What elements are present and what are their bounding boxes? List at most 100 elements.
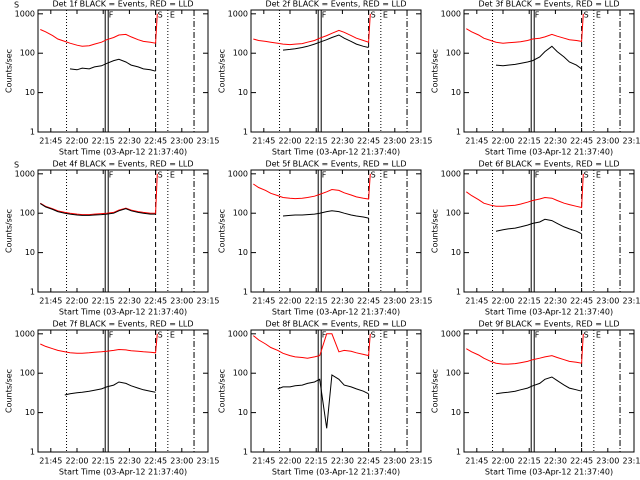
marker-label: F (322, 171, 327, 180)
chart-title: Det 6f BLACK = Events, RED = LLD (478, 160, 619, 169)
x-tick-label: 23:15 (196, 297, 219, 306)
series-line (466, 333, 584, 365)
y-tick-label: 1 (243, 288, 248, 297)
series-line (282, 210, 369, 219)
x-tick-label: 21:45 (39, 457, 62, 466)
x-tick-label: 22:00 (491, 457, 514, 466)
series-line (40, 333, 158, 354)
series-line (495, 218, 582, 235)
chart-title: Det 8f BLACK = Events, RED = LLD (265, 320, 406, 329)
x-tick-label: 23:15 (622, 297, 640, 306)
marker-label: E (596, 11, 601, 20)
x-tick-label: 23:00 (596, 457, 619, 466)
x-tick-label: 23:15 (622, 457, 640, 466)
x-tick-label: 21:45 (252, 457, 275, 466)
marker-label: S (158, 11, 163, 20)
x-tick-label: 23:15 (196, 457, 219, 466)
x-tick-label: 22:15 (305, 457, 328, 466)
y-tick-label: 100 (20, 369, 35, 378)
marker-label: E (383, 331, 388, 340)
x-axis-label: Start Time (03-Apr-12 21:37:40) (59, 148, 187, 157)
x-tick-label: 21:45 (465, 137, 488, 146)
plot-frame (37, 9, 209, 133)
x-tick-label: 21:45 (465, 297, 488, 306)
marker-label: F (109, 331, 114, 340)
x-tick-label: 22:30 (331, 297, 354, 306)
y-tick-label: 1 (30, 128, 35, 137)
marker-label: E (383, 11, 388, 20)
marker-label: E (383, 171, 388, 180)
y-axis-label: Counts/sec (218, 369, 227, 413)
series-line (277, 374, 369, 429)
y-axis-label: Counts/sec (218, 49, 227, 93)
marker-label: E (596, 171, 601, 180)
chart-title: Det 2f BLACK = Events, RED = LLD (265, 0, 406, 9)
x-tick-label: 22:45 (357, 137, 380, 146)
x-tick-label: 23:00 (383, 457, 406, 466)
marker-label: S (584, 331, 589, 340)
series-line (253, 13, 371, 46)
y-tick-label: 1 (456, 128, 461, 137)
y-tick-label: 100 (233, 49, 248, 58)
series-line (253, 173, 371, 200)
plot-frame (250, 9, 422, 133)
y-axis-label: Counts/sec (431, 49, 440, 93)
marker-label: F (535, 11, 540, 20)
y-tick-label: 10 (451, 88, 461, 97)
x-tick-label: 21:45 (465, 457, 488, 466)
series-line (282, 34, 369, 51)
y-tick-label: 10 (25, 408, 35, 417)
plot-frame (463, 9, 635, 133)
y-tick-label: 1 (456, 448, 461, 457)
marker-label: E (170, 171, 175, 180)
y-tick-label: 10 (25, 248, 35, 257)
marker-label: E (596, 331, 601, 340)
chart-title: Det 5f BLACK = Events, RED = LLD (265, 160, 406, 169)
y-tick-label: 100 (233, 209, 248, 218)
x-axis-label: Start Time (03-Apr-12 21:37:40) (272, 308, 400, 317)
plot-frame (463, 329, 635, 453)
marker-label: S (158, 331, 163, 340)
y-tick-label: 1 (456, 288, 461, 297)
x-axis-label: Start Time (03-Apr-12 21:37:40) (485, 308, 613, 317)
x-tick-label: 22:00 (278, 137, 301, 146)
x-tick-label: 22:00 (65, 297, 88, 306)
series-line (40, 203, 156, 216)
y-tick-label: 100 (20, 209, 35, 218)
x-tick-label: 22:15 (92, 297, 115, 306)
x-tick-label: 22:30 (118, 297, 141, 306)
marker-label: S (371, 171, 376, 180)
y-tick-label: 1000 (15, 329, 35, 338)
x-tick-label: 21:45 (39, 137, 62, 146)
x-tick-label: 21:45 (252, 137, 275, 146)
x-tick-label: 22:30 (544, 457, 567, 466)
x-tick-label: 23:00 (170, 137, 193, 146)
marker-label: S (14, 1, 19, 10)
x-tick-label: 23:15 (196, 137, 219, 146)
x-tick-label: 23:15 (409, 457, 432, 466)
series-line (495, 376, 582, 395)
chart-title: Det 9f BLACK = Events, RED = LLD (478, 320, 619, 329)
x-tick-label: 23:15 (622, 137, 640, 146)
marker-label: S (158, 171, 163, 180)
series-line (69, 58, 156, 72)
y-tick-label: 1 (243, 448, 248, 457)
y-tick-label: 1000 (228, 9, 248, 18)
x-tick-label: 22:45 (144, 457, 167, 466)
x-tick-label: 22:30 (118, 137, 141, 146)
series-line (466, 173, 584, 209)
marker-label: F (322, 11, 327, 20)
series-line (466, 13, 584, 44)
y-tick-label: 1000 (441, 9, 461, 18)
x-tick-label: 22:45 (570, 137, 593, 146)
x-tick-label: 22:00 (278, 297, 301, 306)
x-tick-label: 22:15 (92, 457, 115, 466)
x-axis-label: Start Time (03-Apr-12 21:37:40) (272, 468, 400, 477)
marker-label: S (584, 11, 589, 20)
x-tick-label: 22:30 (118, 457, 141, 466)
marker-label: S (584, 171, 589, 180)
marker-label: E (170, 331, 175, 340)
x-tick-label: 23:00 (596, 297, 619, 306)
y-tick-label: 1000 (15, 169, 35, 178)
